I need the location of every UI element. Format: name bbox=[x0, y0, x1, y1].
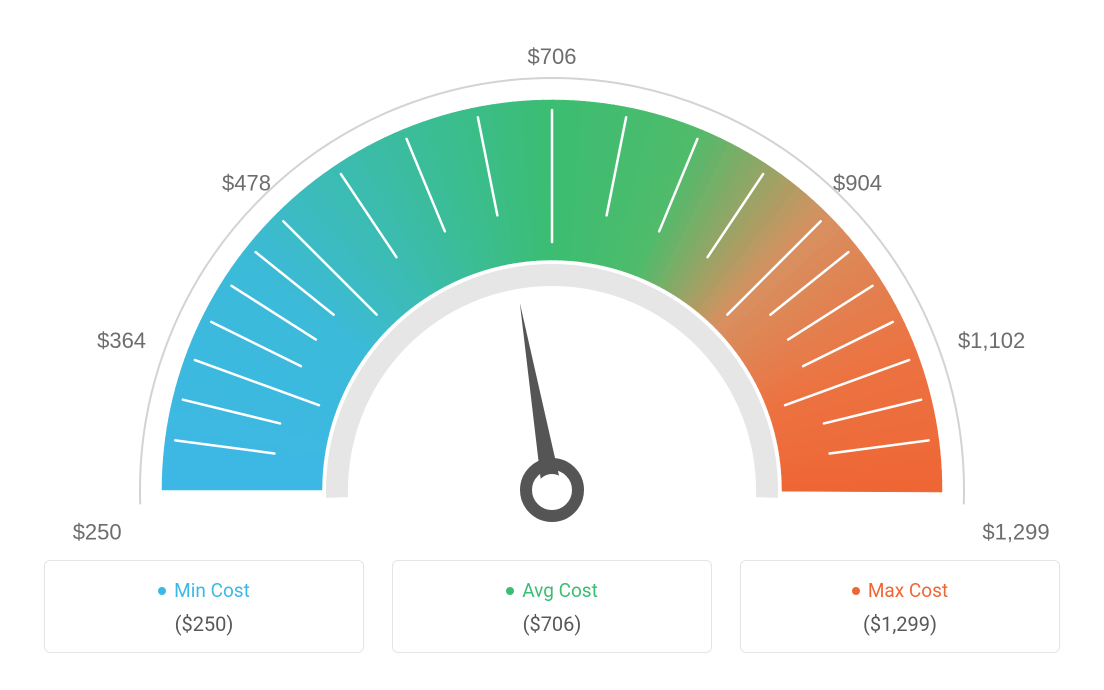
needle-hub-inner bbox=[536, 474, 568, 506]
tick-label: $706 bbox=[528, 44, 577, 69]
tick-label: $904 bbox=[833, 170, 882, 195]
gauge-svg: $250 $364 $478 $706 $904 $1,102 $1,299 bbox=[0, 0, 1104, 560]
tick-label: $1,102 bbox=[958, 328, 1025, 353]
legend-min-label: Min Cost bbox=[158, 579, 250, 602]
legend-card-max: Max Cost ($1,299) bbox=[740, 560, 1060, 653]
legend-card-min: Min Cost ($250) bbox=[44, 560, 364, 653]
tick-label: $478 bbox=[222, 170, 271, 195]
tick-label: $250 bbox=[73, 519, 122, 544]
legend-avg-value: ($706) bbox=[403, 612, 701, 636]
legend-max-value: ($1,299) bbox=[751, 612, 1049, 636]
legend-row: Min Cost ($250) Avg Cost ($706) Max Cost… bbox=[0, 560, 1104, 653]
gauge-chart: $250 $364 $478 $706 $904 $1,102 $1,299 bbox=[0, 0, 1104, 560]
tick-label: $1,299 bbox=[982, 519, 1049, 544]
legend-card-avg: Avg Cost ($706) bbox=[392, 560, 712, 653]
legend-max-label: Max Cost bbox=[852, 579, 948, 602]
legend-avg-label: Avg Cost bbox=[506, 579, 598, 602]
legend-min-value: ($250) bbox=[55, 612, 353, 636]
tick-label: $364 bbox=[97, 328, 146, 353]
